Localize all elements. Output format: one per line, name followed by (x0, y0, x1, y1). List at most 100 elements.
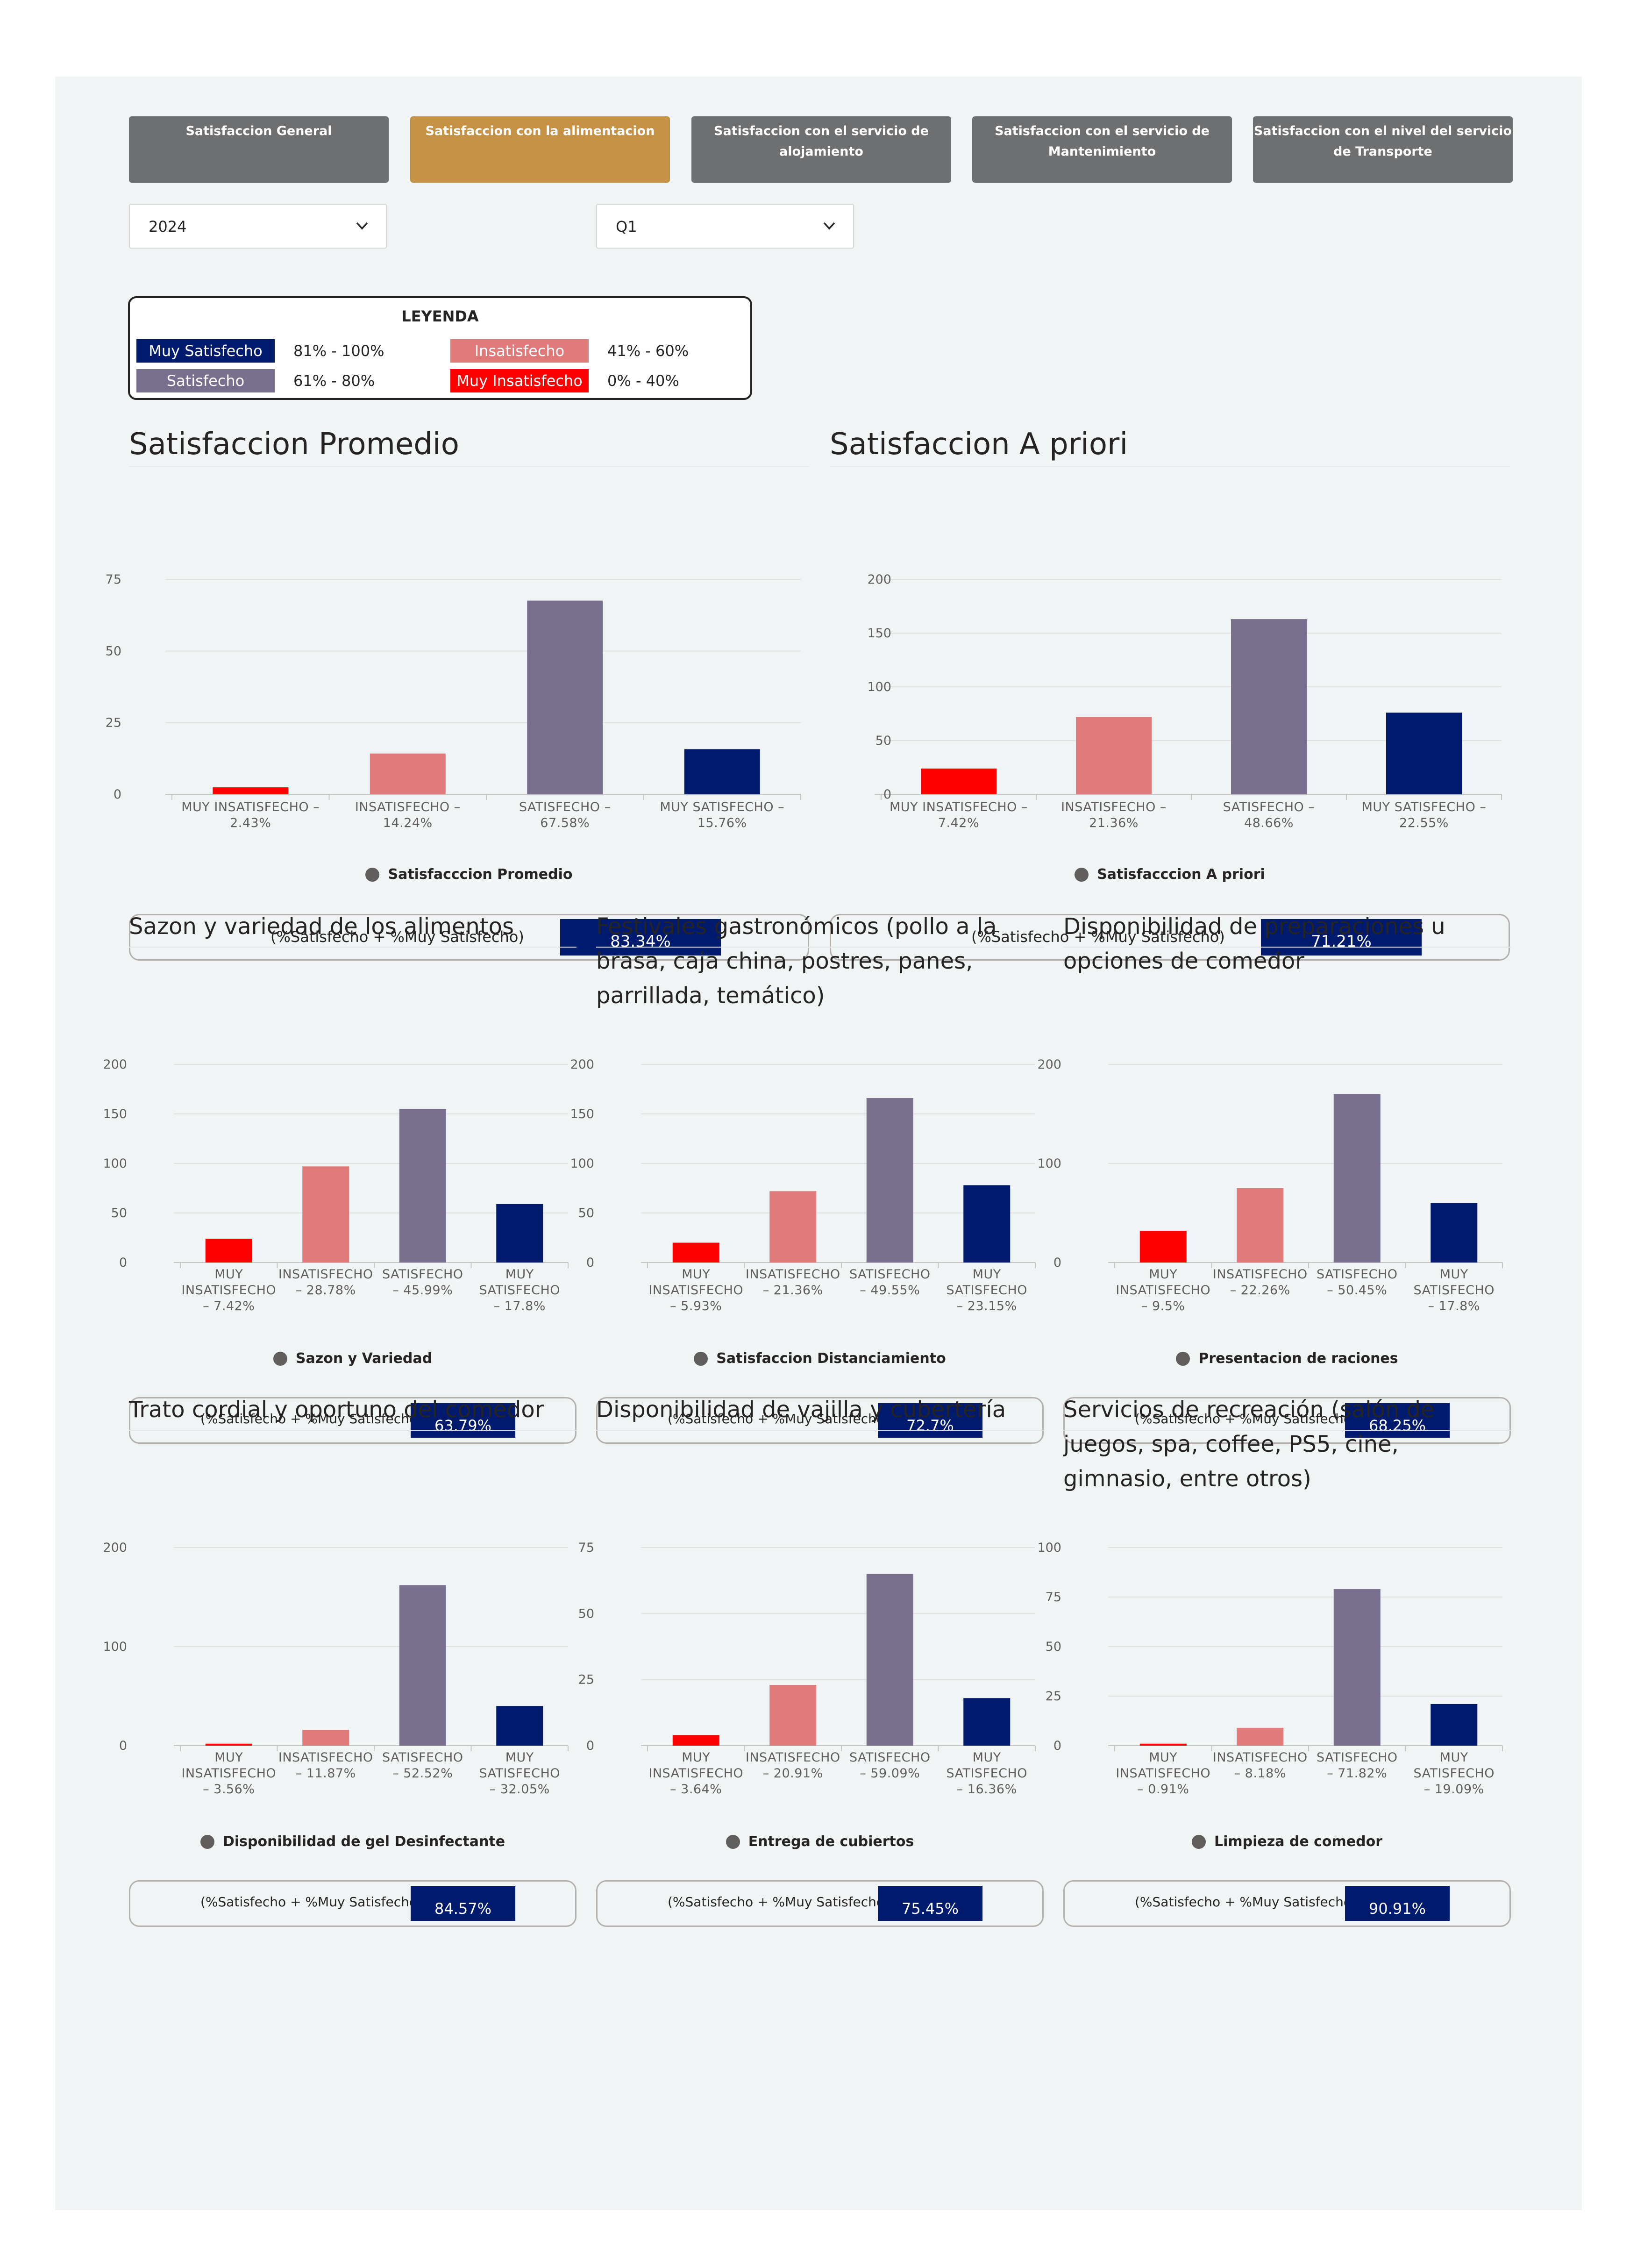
y-tick-label: 100 (103, 1156, 127, 1171)
category-label: INSATISFECHO – 8.18% (1213, 1750, 1308, 1781)
bar[interactable] (963, 1185, 1011, 1262)
bar[interactable] (769, 1684, 817, 1746)
bar[interactable] (205, 1743, 252, 1746)
chart-title: Satisfaccion A priori (830, 427, 1128, 462)
bar[interactable] (1431, 1704, 1478, 1746)
kpi-box: (%Satisfecho + %Muy Satisfecho) 84.57% (129, 1880, 577, 1927)
title-divider (830, 466, 1510, 467)
category-label: SATISFECHO – 49.55% (849, 1267, 931, 1298)
legend-range-muy-insatisfecho: 0% - 40% (607, 372, 679, 390)
series-dot-icon (273, 1351, 287, 1366)
chevron-down-icon (823, 222, 835, 230)
series-legend[interactable]: Presentacion de raciones (1063, 1350, 1511, 1367)
y-tick-label: 150 (867, 626, 891, 641)
tab-satisfaccion-alimentacion[interactable]: Satisfaccion con la alimentacion (410, 116, 670, 183)
category-label: SATISFECHO – 59.09% (849, 1750, 931, 1781)
bar[interactable] (769, 1191, 817, 1262)
chevron-down-icon (356, 222, 368, 230)
year-dropdown[interactable]: 2024 (129, 204, 387, 249)
quarter-value: Q1 (616, 218, 637, 235)
y-tick-label: 50 (111, 1206, 127, 1220)
bar[interactable] (302, 1730, 349, 1746)
title-divider (1063, 947, 1511, 948)
bar[interactable] (866, 1574, 913, 1746)
y-tick-label: 0 (883, 787, 891, 802)
series-legend[interactable]: Satisfaccion Distanciamiento (596, 1350, 1044, 1367)
bar[interactable] (1231, 619, 1307, 794)
series-legend[interactable]: Entrega de cubiertos (596, 1833, 1044, 1850)
series-dot-icon (1075, 867, 1089, 882)
tab-satisfaccion-general[interactable]: Satisfaccion General (129, 116, 389, 183)
bar[interactable] (399, 1585, 446, 1746)
bar[interactable] (921, 768, 996, 794)
bar[interactable] (1333, 1094, 1381, 1262)
bar[interactable] (399, 1109, 446, 1262)
y-tick-label: 150 (103, 1107, 127, 1121)
tab-satisfaccion-alojamiento[interactable]: Satisfaccion con el servicio de alojamie… (691, 116, 951, 183)
y-tick-label: 75 (1046, 1590, 1061, 1605)
bar[interactable] (1076, 717, 1152, 794)
kpi-value: 83.34% (560, 919, 721, 956)
category-label: MUY INSATISFECHO – 9.5% (1116, 1267, 1210, 1313)
category-label: SATISFECHO – 50.45% (1317, 1267, 1398, 1298)
tab-satisfaccion-mantenimiento[interactable]: Satisfaccion con el servicio de Mantenim… (972, 116, 1232, 183)
legend-swatch-muy-insatisfecho: Muy Insatisfecho (450, 369, 589, 392)
bar[interactable] (1237, 1188, 1284, 1262)
bar[interactable] (963, 1698, 1011, 1746)
y-tick-label: 50 (875, 734, 891, 748)
kpi-label: (%Satisfecho + %Muy Satisfecho) (200, 1411, 422, 1426)
series-name: Satisfacccion A priori (1097, 866, 1265, 883)
y-tick-label: 200 (1037, 1057, 1061, 1072)
bar[interactable] (213, 787, 289, 794)
bar[interactable] (1431, 1203, 1478, 1262)
legend-swatch-insatisfecho: Insatisfecho (450, 339, 589, 363)
category-label: SATISFECHO –67.58% (519, 800, 611, 830)
quarter-dropdown[interactable]: Q1 (596, 204, 854, 249)
legend-range-muy-satisfecho: 81% - 100% (293, 342, 384, 360)
bar[interactable] (527, 600, 603, 794)
bar[interactable] (1139, 1231, 1187, 1262)
bar[interactable] (370, 753, 446, 794)
kpi-label: (%Satisfecho + %Muy Satisfecho) (971, 928, 1225, 946)
bar[interactable] (1237, 1727, 1284, 1746)
kpi-box: (%Satisfecho + %Muy Satisfecho) 83.34% (129, 914, 809, 961)
title-divider (129, 947, 577, 948)
bar[interactable] (496, 1706, 543, 1746)
title-divider (129, 466, 809, 467)
chart-title: Sazon y variedad de los alimentos (129, 913, 514, 940)
series-legend[interactable]: Limpieza de comedor (1063, 1833, 1511, 1850)
bar[interactable] (496, 1204, 543, 1262)
series-legend[interactable]: Disponibilidad de gel Desinfectante (129, 1833, 577, 1850)
legend-swatch-muy-satisfecho: Muy Satisfecho (136, 339, 275, 363)
y-tick-label: 50 (1046, 1640, 1061, 1654)
bar[interactable] (302, 1166, 349, 1262)
series-name: Satisfaccion Distanciamiento (716, 1350, 946, 1367)
title-divider (129, 1430, 577, 1431)
bar[interactable] (672, 1242, 719, 1262)
category-label: SATISFECHO – 71.82% (1317, 1750, 1398, 1781)
legend-swatch-satisfecho: Satisfecho (136, 369, 275, 392)
kpi-box: (%Satisfecho + %Muy Satisfecho) 72.7% (596, 1397, 1044, 1444)
y-tick-label: 0 (119, 1255, 127, 1270)
kpi-label: (%Satisfecho + %Muy Satisfecho) (270, 928, 524, 946)
bar[interactable] (684, 749, 760, 794)
bar[interactable] (1139, 1743, 1187, 1746)
y-tick-label: 25 (106, 716, 121, 730)
kpi-value: 75.45% (878, 1886, 982, 1921)
bar[interactable] (1386, 713, 1462, 794)
bar[interactable] (1333, 1589, 1381, 1746)
legend-range-insatisfecho: 41% - 60% (607, 342, 689, 360)
tab-satisfaccion-transporte[interactable]: Satisfaccion con el nivel del servicio d… (1253, 116, 1513, 183)
series-legend[interactable]: Satisfacccion A priori (830, 866, 1510, 883)
category-label: INSATISFECHO – 20.91% (746, 1750, 840, 1781)
y-tick-label: 100 (103, 1640, 127, 1654)
kpi-value: 71.21% (1261, 919, 1422, 956)
bar[interactable] (866, 1098, 913, 1262)
bar[interactable] (672, 1735, 719, 1746)
category-label: MUY INSATISFECHO –7.42% (890, 800, 1028, 830)
bar[interactable] (205, 1239, 252, 1262)
category-label: SATISFECHO – 52.52% (382, 1750, 463, 1781)
category-label: MUY SATISFECHO –22.55% (1362, 800, 1487, 830)
series-legend[interactable]: Satisfacccion Promedio (129, 866, 809, 883)
series-legend[interactable]: Sazon y Variedad (129, 1350, 577, 1367)
